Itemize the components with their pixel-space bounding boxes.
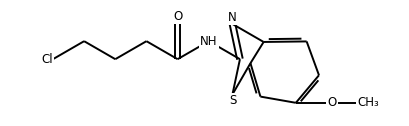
Text: CH₃: CH₃ — [356, 96, 378, 109]
Text: O: O — [173, 10, 182, 23]
Text: N: N — [227, 11, 236, 24]
Text: O: O — [326, 96, 336, 109]
Text: NH: NH — [200, 35, 217, 48]
Text: Cl: Cl — [41, 53, 53, 66]
Text: S: S — [228, 94, 236, 107]
